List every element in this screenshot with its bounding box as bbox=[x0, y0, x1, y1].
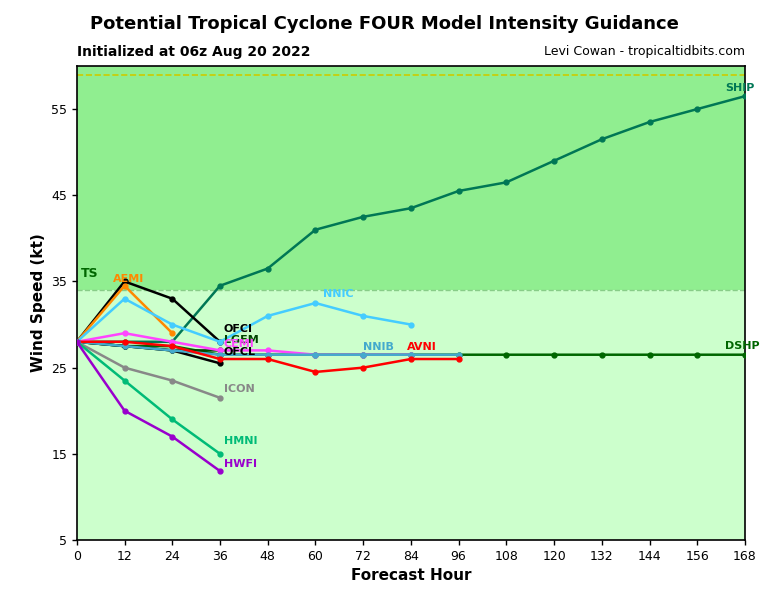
Text: HMNI: HMNI bbox=[224, 436, 257, 446]
Text: AEMI: AEMI bbox=[113, 274, 144, 284]
Text: Potential Tropical Cyclone FOUR Model Intensity Guidance: Potential Tropical Cyclone FOUR Model In… bbox=[90, 15, 678, 33]
Bar bbox=[77, 66, 745, 290]
Text: TS: TS bbox=[81, 267, 98, 280]
Text: CEMI: CEMI bbox=[224, 338, 255, 349]
Text: Initialized at 06z Aug 20 2022: Initialized at 06z Aug 20 2022 bbox=[77, 45, 310, 59]
Text: OFCL: OFCL bbox=[224, 347, 256, 357]
Text: Levi Cowan - tropicaltidbits.com: Levi Cowan - tropicaltidbits.com bbox=[544, 45, 745, 58]
Text: AVNI: AVNI bbox=[407, 342, 437, 352]
Bar bbox=[77, 290, 745, 540]
Y-axis label: Wind Speed (kt): Wind Speed (kt) bbox=[31, 233, 45, 373]
Text: NNIC: NNIC bbox=[323, 289, 354, 299]
X-axis label: Forecast Hour: Forecast Hour bbox=[351, 568, 471, 583]
Text: ICON: ICON bbox=[224, 384, 255, 394]
Text: NNIB: NNIB bbox=[363, 342, 394, 352]
Text: DSHP: DSHP bbox=[725, 341, 760, 351]
Text: HWFI: HWFI bbox=[224, 459, 257, 469]
Text: SHIP: SHIP bbox=[725, 83, 754, 92]
Text: LGEM: LGEM bbox=[224, 335, 259, 345]
Text: OFCI: OFCI bbox=[224, 324, 253, 334]
